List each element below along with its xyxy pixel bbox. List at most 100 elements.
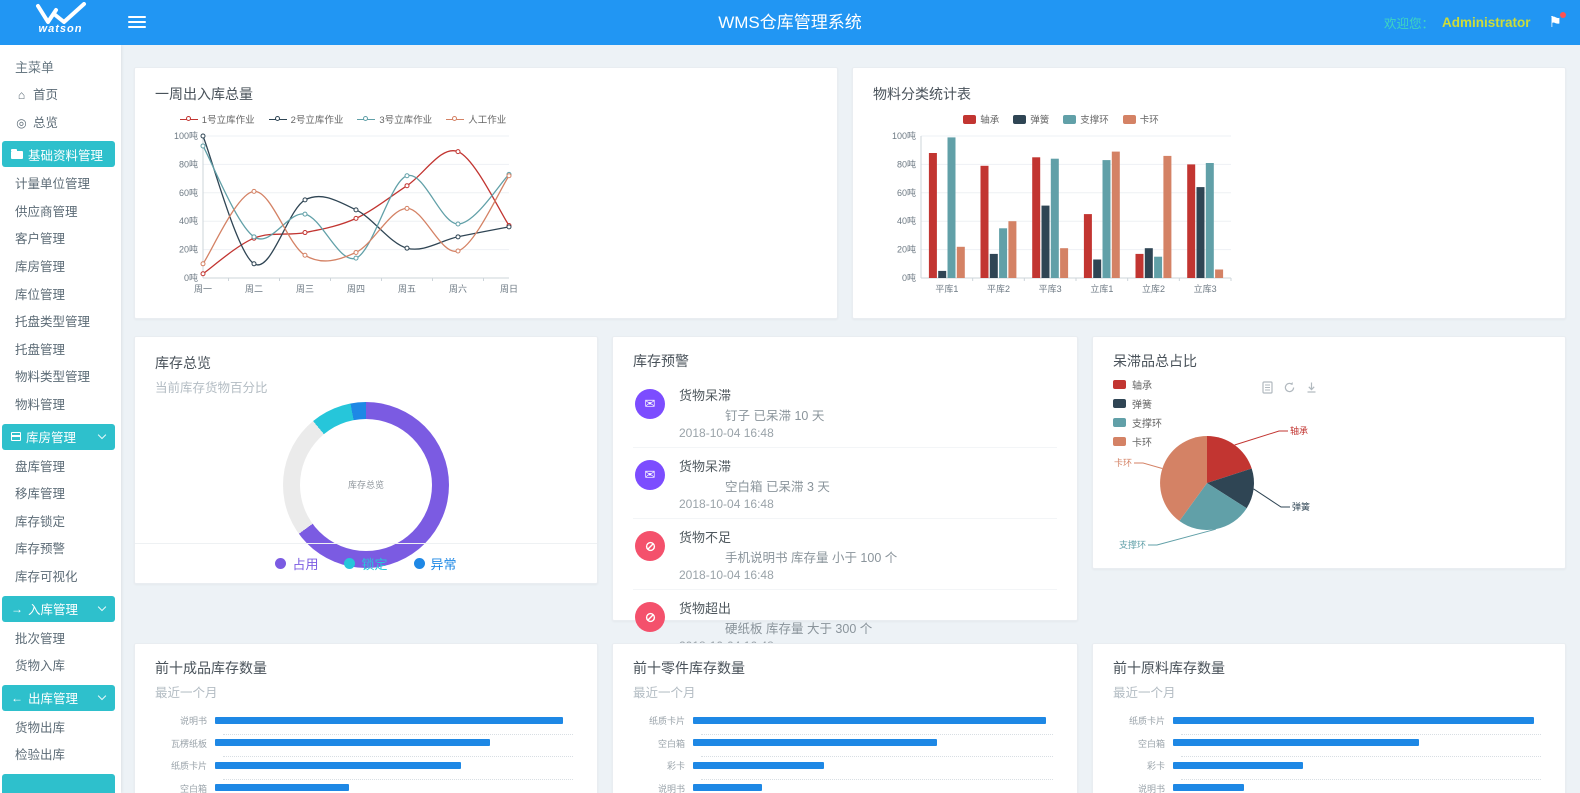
sidebar-item-partial[interactable] xyxy=(2,773,115,793)
dashboard-content: 一周出入库总量 1号立库作业 2号立库作业 3号立库作业 人工作业 0吨 20吨 40吨 6… xyxy=(121,45,1580,793)
sidebar-item-托盘类型管理[interactable]: 托盘类型管理 xyxy=(0,309,121,337)
hbar-bar[interactable] xyxy=(215,716,563,724)
svg-text:20吨: 20吨 xyxy=(897,244,916,255)
sidebar-item-label: 库房管理 xyxy=(15,259,66,274)
sidebar-item-label: 库存锁定 xyxy=(15,514,66,529)
download-icon[interactable] xyxy=(1305,381,1318,399)
sidebar-item-供应商管理[interactable]: 供应商管理 xyxy=(0,199,121,227)
sidebar-item-库存锁定[interactable]: 库存锁定 xyxy=(0,509,121,537)
data-view-icon[interactable] xyxy=(1261,381,1274,399)
sidebar-group-label: 基础资料管理 xyxy=(28,148,104,163)
hbar-bar[interactable] xyxy=(215,784,349,791)
sidebar-item-货物入库[interactable]: 货物入库 xyxy=(0,653,121,681)
legend-item-人工作业[interactable]: 人工作业 xyxy=(446,112,506,126)
top-raw-bar-chart[interactable]: 纸质卡片 空白箱 彩卡 说明书 xyxy=(1113,714,1545,793)
sidebar-group-库房管理[interactable]: 库房管理 xyxy=(2,423,115,450)
sidebar-item-物料类型管理[interactable]: 物料类型管理 xyxy=(0,364,121,392)
hbar-bar[interactable] xyxy=(215,739,491,746)
legend-item-锁定[interactable]: 锁定 xyxy=(344,554,388,573)
sidebar-item-库房管理[interactable]: 库房管理 xyxy=(0,254,121,282)
hbar-row-空白箱: 空白箱 xyxy=(633,737,1057,760)
sidebar-item-批次管理[interactable]: 批次管理 xyxy=(0,626,121,654)
hbar-bar[interactable] xyxy=(1173,716,1534,724)
legend-item-轴承[interactable]: 轴承 xyxy=(963,112,999,126)
sidebar-item-货物出库[interactable]: 货物出库 xyxy=(0,715,121,743)
alert-item[interactable]: 货物不足 手机说明书 库存量 小于 100 个 2018-10-04 16:48 xyxy=(633,518,1057,589)
hbar-bar[interactable] xyxy=(693,784,763,791)
top-finished-bar-chart[interactable]: 说明书 瓦楞纸板 纸质卡片 空白箱 xyxy=(155,714,577,793)
sidebar-item-物料管理[interactable]: 物料管理 xyxy=(0,392,121,420)
hbar-bar[interactable] xyxy=(693,761,825,769)
notification-flag-icon[interactable]: ⚑ xyxy=(1549,12,1566,30)
hbar-gridline xyxy=(223,733,573,735)
folder-icon xyxy=(11,149,23,160)
chevron-down-icon xyxy=(97,430,107,440)
legend-item-支撑环[interactable]: 支撑环 xyxy=(1113,415,1162,430)
hbar-bar[interactable] xyxy=(1173,784,1244,791)
top-parts-bar-chart[interactable]: 纸质卡片 空白箱 彩卡 说明书 xyxy=(633,714,1057,793)
svg-text:周四: 周四 xyxy=(347,284,365,294)
legend-marker xyxy=(963,114,977,124)
legend-item-卡环[interactable]: 卡环 xyxy=(1122,112,1159,126)
welcome-label: 欢迎您： xyxy=(1384,17,1435,31)
legend-item-1号立库作业[interactable]: 1号立库作业 xyxy=(179,112,255,126)
sidebar-item-库存可视化[interactable]: 库存可视化 xyxy=(0,564,121,592)
hbar-bar[interactable] xyxy=(1173,761,1304,769)
sidebar-item-label: 移库管理 xyxy=(15,487,66,502)
menu-toggle-button[interactable] xyxy=(128,16,146,30)
hbar-gridline xyxy=(223,778,573,780)
legend-marker xyxy=(275,558,287,569)
sidebar-item-label: 库位管理 xyxy=(15,287,66,302)
alert-message: 硬纸板 库存量 大于 300 个 xyxy=(725,622,873,636)
legend-marker xyxy=(1063,114,1077,124)
hbar-bar[interactable] xyxy=(215,761,462,769)
sidebar-group-入库管理[interactable]: → 入库管理 xyxy=(2,595,115,622)
legend-item-异常[interactable]: 异常 xyxy=(413,554,457,573)
legend-item-弹簧[interactable]: 弹簧 xyxy=(1013,112,1049,126)
username[interactable]: Administrator xyxy=(1442,15,1531,30)
sidebar-item-托盘管理[interactable]: 托盘管理 xyxy=(0,337,121,365)
inventory-donut-chart[interactable]: 库存总览 xyxy=(283,402,449,568)
sidebar-item-移库管理[interactable]: 移库管理 xyxy=(0,481,121,509)
legend-item-轴承[interactable]: 轴承 xyxy=(1113,377,1162,392)
donut-hole xyxy=(300,419,432,551)
legend-item-3号立库作业[interactable]: 3号立库作业 xyxy=(357,112,432,126)
legend-item-占用[interactable]: 占用 xyxy=(275,554,318,573)
card-top-raw: 前十原料库存数量 最近一个月 纸质卡片 空白箱 彩卡 说明书 xyxy=(1092,643,1566,793)
sidebar-item-检验出库[interactable]: 检验出库 xyxy=(0,742,121,770)
sidebar-item-库存预警[interactable]: 库存预警 xyxy=(0,536,121,564)
legend-item-弹簧[interactable]: 弹簧 xyxy=(1113,396,1162,411)
sidebar-item-总览[interactable]: ◎ 总览 xyxy=(0,110,121,138)
alert-item[interactable]: ✉ 货物呆滞 钉子 已呆滞 10 天 2018-10-04 16:48 xyxy=(633,377,1057,447)
sidebar-item-首页[interactable]: ⌂ 首页 xyxy=(0,82,121,110)
hbar-bar[interactable] xyxy=(693,739,937,746)
hbar-bar[interactable] xyxy=(1173,739,1419,746)
legend-marker xyxy=(413,558,425,569)
svg-text:40吨: 40吨 xyxy=(179,215,198,226)
alert-title: 货物呆滞 xyxy=(679,459,732,474)
sidebar-item-盘库管理[interactable]: 盘库管理 xyxy=(0,454,121,482)
sidebar-group-出库管理[interactable]: ← 出库管理 xyxy=(2,684,115,711)
sidebar-item-库位管理[interactable]: 库位管理 xyxy=(0,282,121,310)
sidebar-group-基础资料管理[interactable]: 基础资料管理 xyxy=(2,141,115,168)
alert-time: 2018-10-04 16:48 xyxy=(679,497,774,511)
logo[interactable]: watson xyxy=(0,0,121,45)
svg-text:40吨: 40吨 xyxy=(897,215,916,226)
donut-legend: 占用 锁定 异常 xyxy=(135,543,597,583)
sidebar-item-计量单位管理[interactable]: 计量单位管理 xyxy=(0,171,121,199)
legend-item-支撑环[interactable]: 支撑环 xyxy=(1063,112,1109,126)
home-icon: ⌂ xyxy=(17,88,26,102)
alert-item[interactable]: ✉ 货物呆滞 空白箱 已呆滞 3 天 2018-10-04 16:48 xyxy=(633,447,1057,518)
svg-text:平库3: 平库3 xyxy=(1039,283,1062,294)
legend-item-2号立库作业[interactable]: 2号立库作业 xyxy=(268,112,343,126)
sidebar-item-客户管理[interactable]: 客户管理 xyxy=(0,226,121,254)
restore-icon[interactable] xyxy=(1283,381,1296,399)
app-header: watson WMS仓库管理系统 欢迎您： Administrator ⚑ xyxy=(0,0,1580,45)
hbar-gridline xyxy=(1181,756,1541,757)
hbar-bar[interactable] xyxy=(693,716,1047,724)
legend-item-卡环[interactable]: 卡环 xyxy=(1113,434,1162,449)
sidebar-section-label: 主菜单 xyxy=(15,60,55,75)
